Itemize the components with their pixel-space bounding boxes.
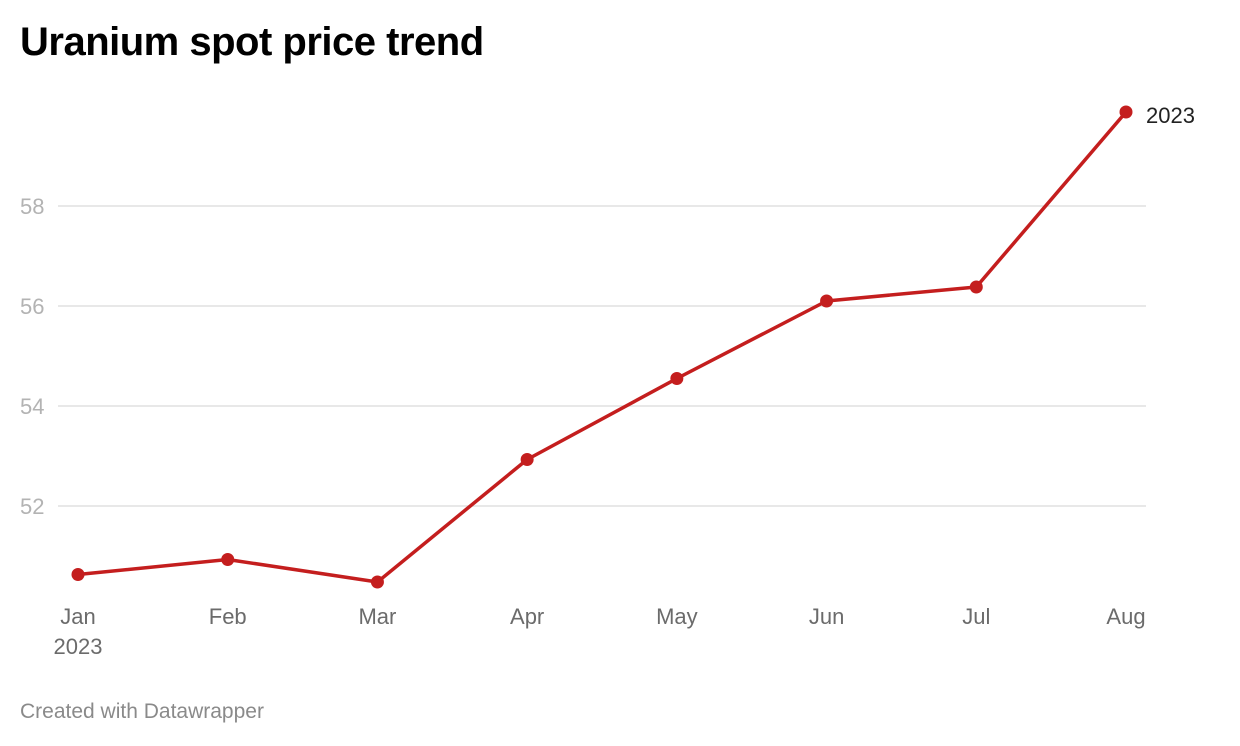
x-tick-sublabel: 2023 bbox=[54, 634, 103, 659]
series-2023 bbox=[71, 105, 1133, 589]
data-point-may bbox=[670, 372, 684, 385]
x-tick-label: Aug bbox=[1106, 604, 1145, 629]
series-line bbox=[77, 110, 1128, 584]
y-axis: 52 54 56 58 bbox=[20, 194, 44, 519]
x-tick-label: Feb bbox=[209, 604, 247, 629]
x-tick-label: Jul bbox=[962, 604, 990, 629]
data-point-mar bbox=[370, 575, 384, 589]
y-tick-label: 52 bbox=[20, 494, 44, 519]
series-labels: 2023 bbox=[1146, 103, 1195, 128]
data-point-aug bbox=[1119, 105, 1133, 119]
chart-title: Uranium spot price trend bbox=[20, 20, 484, 64]
data-point-jan bbox=[71, 568, 85, 581]
y-tick-label: 54 bbox=[20, 394, 44, 419]
x-tick-label: May bbox=[656, 604, 698, 629]
data-point-jun bbox=[820, 294, 834, 308]
footer-credit: Created with Datawrapper bbox=[20, 700, 264, 723]
grid-lines bbox=[58, 205, 1146, 507]
y-tick-label: 58 bbox=[20, 194, 44, 219]
data-point-apr bbox=[520, 453, 534, 466]
data-point-feb bbox=[221, 553, 235, 566]
x-tick-label: Jan bbox=[60, 604, 95, 629]
series-label: 2023 bbox=[1146, 103, 1195, 128]
data-point-jul bbox=[969, 280, 983, 294]
x-tick-label: Mar bbox=[358, 604, 396, 629]
x-axis: Jan 2023 Feb Mar Apr May Jun Jul Aug bbox=[54, 604, 1146, 659]
y-tick-label: 56 bbox=[20, 294, 44, 319]
x-tick-label: Apr bbox=[510, 604, 544, 629]
x-tick-label: Jun bbox=[809, 604, 844, 629]
